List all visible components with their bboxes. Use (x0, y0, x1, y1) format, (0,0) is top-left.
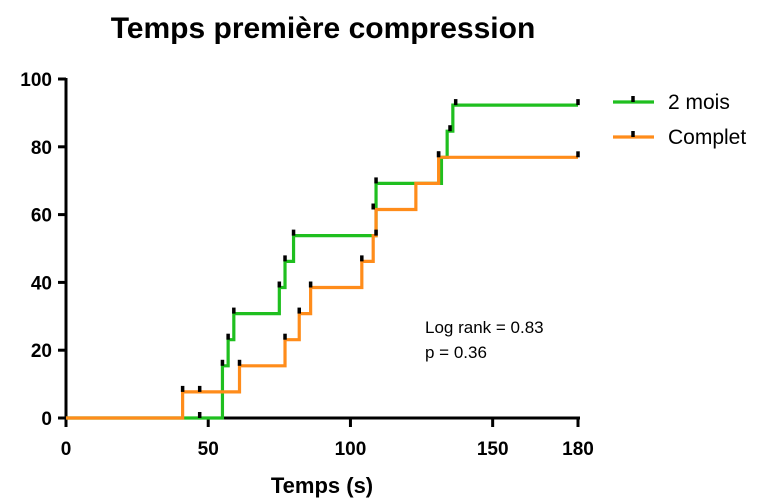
p-value-text: p = 0.36 (425, 343, 487, 362)
series-2-mois (66, 99, 580, 420)
x-tick-label: 100 (335, 439, 367, 460)
x-tick-label: 150 (477, 439, 509, 460)
plot-area: 0 20 40 60 80 100 0 50 100 150 180 (20, 70, 594, 460)
survival-curves (66, 99, 580, 420)
x-tick-label: 0 (61, 439, 72, 460)
x-axis-title: Temps (s) (271, 473, 373, 498)
y-tick-label: 20 (31, 341, 52, 362)
log-rank-annotation: Log rank = 0.83 p = 0.36 (425, 318, 544, 362)
y-tick-label: 40 (31, 273, 52, 294)
log-rank-text: Log rank = 0.83 (425, 318, 544, 337)
x-tick-label: 50 (198, 439, 219, 460)
y-tick-label: 80 (31, 138, 52, 159)
legend-item: 2 mois (613, 91, 730, 114)
legend-item: Complet (613, 126, 746, 149)
legend-label: 2 mois (668, 91, 730, 114)
survival-step-line (66, 103, 578, 420)
survival-step-line (66, 155, 578, 420)
x-tick-label: 180 (562, 439, 594, 460)
y-tick-label: 60 (31, 206, 52, 227)
x-ticks: 0 50 100 150 180 (61, 418, 594, 460)
y-tick-label: 100 (20, 70, 52, 91)
y-ticks: 0 20 40 60 80 100 (20, 70, 66, 430)
y-tick-label: 0 (41, 409, 52, 430)
legend: 2 mois Complet (613, 91, 746, 149)
series-complet (66, 151, 580, 420)
legend-label: Complet (668, 126, 746, 149)
chart-title: Temps première compression (111, 12, 536, 45)
